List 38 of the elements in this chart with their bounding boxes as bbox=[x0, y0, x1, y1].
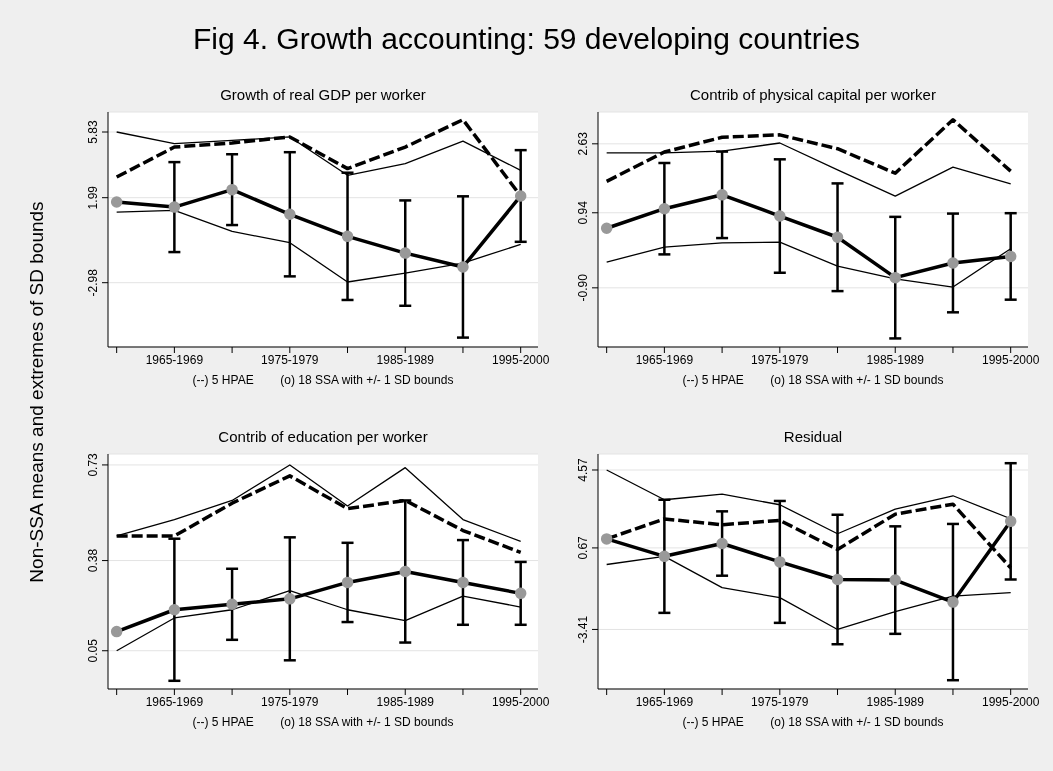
x-tick-label: 1985-1989 bbox=[866, 694, 925, 709]
x-tick-label: 1985-1989 bbox=[376, 694, 435, 709]
y-tick-label: 2.63 bbox=[576, 131, 590, 156]
x-tick-label: 1965-1969 bbox=[635, 352, 694, 367]
x-tick-label: 1985-1989 bbox=[376, 352, 435, 367]
y-tick-label: 0.73 bbox=[86, 452, 100, 477]
y-tick-label: -3.41 bbox=[576, 615, 590, 644]
y-tick-label: 0.67 bbox=[576, 535, 590, 560]
x-axis-title: (--) 5 HPAE (o) 18 SSA with +/- 1 SD bounds bbox=[681, 715, 945, 729]
y-tick-label: -2.98 bbox=[86, 268, 100, 297]
x-tick-label: 1975-1979 bbox=[261, 694, 319, 709]
y-axis-title: Non-SSA means and extremes of SD bounds bbox=[26, 200, 48, 585]
x-tick-label: 1975-1979 bbox=[751, 694, 809, 709]
x-tick-label: 1995-2000 bbox=[491, 352, 550, 367]
x-tick-label: 1985-1989 bbox=[866, 352, 925, 367]
x-tick-label: 1995-2000 bbox=[491, 694, 550, 709]
x-tick-label: 1965-1969 bbox=[145, 694, 204, 709]
x-tick-label: 1975-1979 bbox=[751, 352, 809, 367]
x-tick-label: 1965-1969 bbox=[145, 352, 204, 367]
y-tick-label: -0.90 bbox=[576, 273, 590, 302]
x-tick-label: 1995-2000 bbox=[981, 352, 1040, 367]
y-tick-label: 0.94 bbox=[576, 200, 590, 225]
y-tick-label: 4.57 bbox=[576, 457, 590, 482]
chart-title: Contrib of physical capital per worker bbox=[689, 86, 937, 103]
y-tick-label: 0.38 bbox=[86, 548, 100, 573]
x-axis-title: (--) 5 HPAE (o) 18 SSA with +/- 1 SD bounds bbox=[191, 715, 455, 729]
x-tick-label: 1995-2000 bbox=[981, 694, 1040, 709]
x-tick-label: 1975-1979 bbox=[261, 352, 319, 367]
y-tick-label: 1.99 bbox=[86, 185, 100, 210]
y-tick-label: 0.05 bbox=[86, 638, 100, 663]
y-tick-label: 5.83 bbox=[86, 120, 100, 144]
chart-title: Growth of real GDP per worker bbox=[219, 86, 427, 103]
caption: Fig 4. Growth accounting: 59 developing countries bbox=[191, 22, 862, 56]
chart-title: Contrib of education per worker bbox=[217, 428, 429, 445]
x-axis-title: (--) 5 HPAE (o) 18 SSA with +/- 1 SD bounds bbox=[191, 373, 455, 387]
x-axis-title: (--) 5 HPAE (o) 18 SSA with +/- 1 SD bounds bbox=[681, 373, 945, 387]
x-tick-label: 1965-1969 bbox=[635, 694, 694, 709]
chart-title: Residual bbox=[782, 428, 844, 445]
